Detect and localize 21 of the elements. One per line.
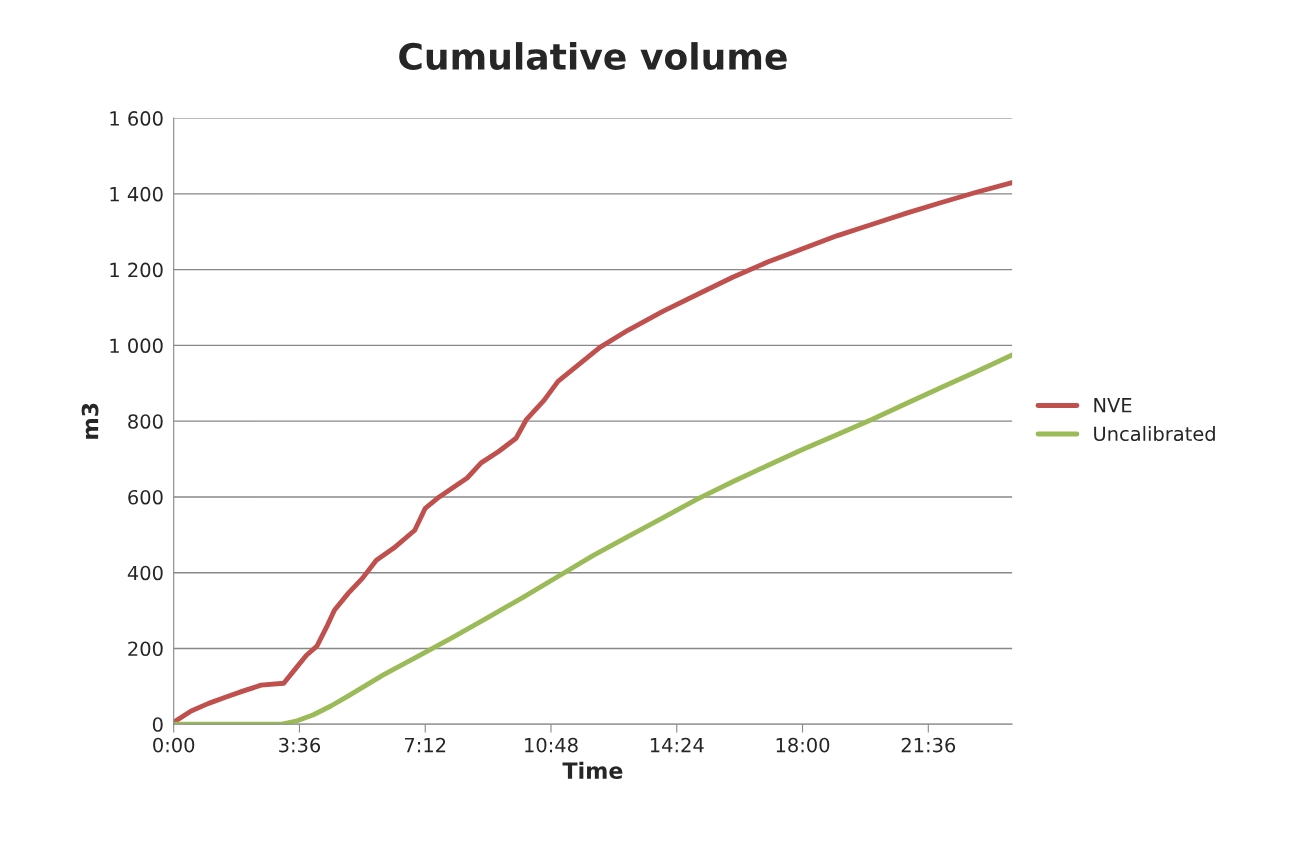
x-tick-label: 7:12 bbox=[405, 737, 446, 753]
y-tick-label: 600 bbox=[128, 489, 163, 505]
x-tick-label: 18:00 bbox=[776, 737, 830, 753]
y-tick-label: 400 bbox=[127, 565, 163, 581]
x-tick-label: 14:24 bbox=[650, 737, 704, 753]
x-tick-label: 21:36 bbox=[901, 737, 956, 753]
y-tick-label: 0 bbox=[152, 717, 163, 732]
legend-label: Uncalibrated bbox=[1094, 426, 1215, 442]
y-tick-label: 200 bbox=[128, 641, 163, 657]
x-tick-label: 0:00 bbox=[153, 737, 195, 753]
y-tick-label: 1 600 bbox=[110, 111, 163, 126]
y-axis-title: m3 bbox=[81, 403, 99, 439]
y-tick-label: 1 000 bbox=[110, 338, 163, 354]
legend-label: NVE bbox=[1094, 398, 1132, 413]
x-tick-label: 10:48 bbox=[525, 737, 578, 753]
x-tick-label: 3:36 bbox=[279, 737, 321, 753]
chart-title: Cumulative volume bbox=[399, 42, 787, 71]
y-tick-label: 800 bbox=[128, 414, 163, 429]
y-tick-label: 1 400 bbox=[110, 186, 163, 202]
y-tick-label: 1 200 bbox=[110, 262, 163, 278]
x-axis-title: Time bbox=[562, 761, 623, 779]
